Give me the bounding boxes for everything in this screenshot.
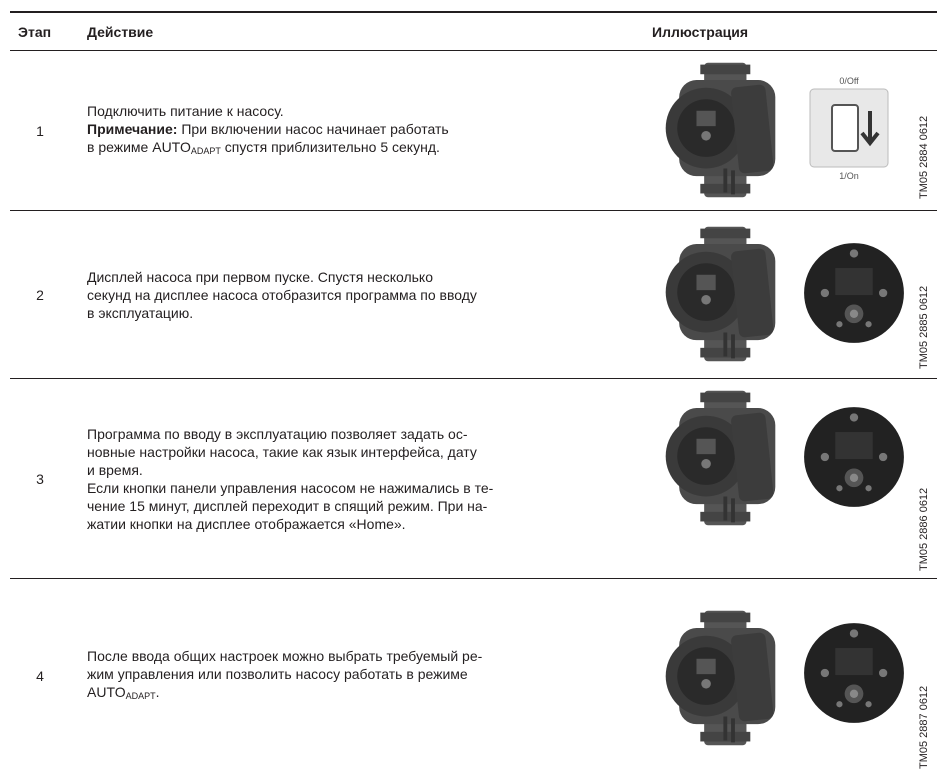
row-rule xyxy=(10,578,937,579)
text: новные настройки насоса, такие как язык … xyxy=(87,443,477,460)
text: спустя приблизительно 5 секунд. xyxy=(224,138,440,155)
step: 3 xyxy=(36,470,44,487)
switch-label: 0/Off xyxy=(839,76,859,86)
step: 1 xyxy=(36,122,44,139)
illustration xyxy=(663,389,904,527)
text: Дисплей насоса при первом пуске. Спустя … xyxy=(87,268,433,285)
text: жатии кнопки на дисплее отображается «Ho… xyxy=(87,515,406,532)
text: AUTO xyxy=(87,684,126,700)
text: Программа по вводу в эксплуатацию позвол… xyxy=(87,425,468,442)
illustration: 0/Off 1/On xyxy=(663,61,889,199)
row: 3 Программа по вводу в эксплуатацию позв… xyxy=(0,379,937,578)
step: 2 xyxy=(36,286,44,303)
text: в эксплуатацию. xyxy=(87,304,194,321)
text: Подключить питание к насосу. xyxy=(87,102,284,119)
figure-code: TM05 2887 0612 xyxy=(918,685,930,769)
figure-code: TM05 2884 0612 xyxy=(918,115,930,199)
figure-code: TM05 2885 0612 xyxy=(918,285,930,369)
text: и время. xyxy=(87,461,143,478)
action-text: После ввода общих настроек можно выбрать… xyxy=(87,647,647,705)
illustration xyxy=(663,609,904,747)
switch-label: 1/On xyxy=(839,171,859,181)
text: чение 15 минут, дисплей переходит в спящ… xyxy=(87,497,488,514)
header-rule xyxy=(10,50,937,51)
row: 4 После ввода общих настроек можно выбра… xyxy=(0,579,937,773)
text: . xyxy=(155,684,160,700)
subscript: ADAPT xyxy=(190,145,221,156)
header-action: Действие xyxy=(87,24,154,40)
header-illustration: Иллюстрация xyxy=(652,24,748,40)
subscript: ADAPT xyxy=(125,691,156,701)
action-text: Программа по вводу в эксплуатацию позвол… xyxy=(87,425,647,533)
text: После ввода общих настроек можно выбрать… xyxy=(87,648,483,664)
text: Если кнопки панели управления насосом не… xyxy=(87,479,494,496)
row-rule xyxy=(10,378,937,379)
text: в режиме AUTO xyxy=(87,138,191,155)
text: жим управления или позволить насосу рабо… xyxy=(87,666,468,682)
text: секунд на дисплее насоса отобразится про… xyxy=(87,286,477,303)
illustration xyxy=(663,225,904,363)
text: При включении насос начинает работать xyxy=(181,120,449,137)
row-rule xyxy=(10,210,937,211)
note-label: Примечание: xyxy=(87,120,178,137)
step: 4 xyxy=(36,668,44,684)
figure-code: TM05 2886 0612 xyxy=(918,487,930,571)
row: 1 Подключить питание к насосу. Примечани… xyxy=(0,51,937,210)
action-text: Подключить питание к насосу. Примечание:… xyxy=(87,102,647,160)
top-rule xyxy=(10,11,937,13)
header-step: Этап xyxy=(18,24,52,40)
action-text: Дисплей насоса при первом пуске. Спустя … xyxy=(87,268,647,322)
row: 2 Дисплей насоса при первом пуске. Спуст… xyxy=(0,211,937,378)
